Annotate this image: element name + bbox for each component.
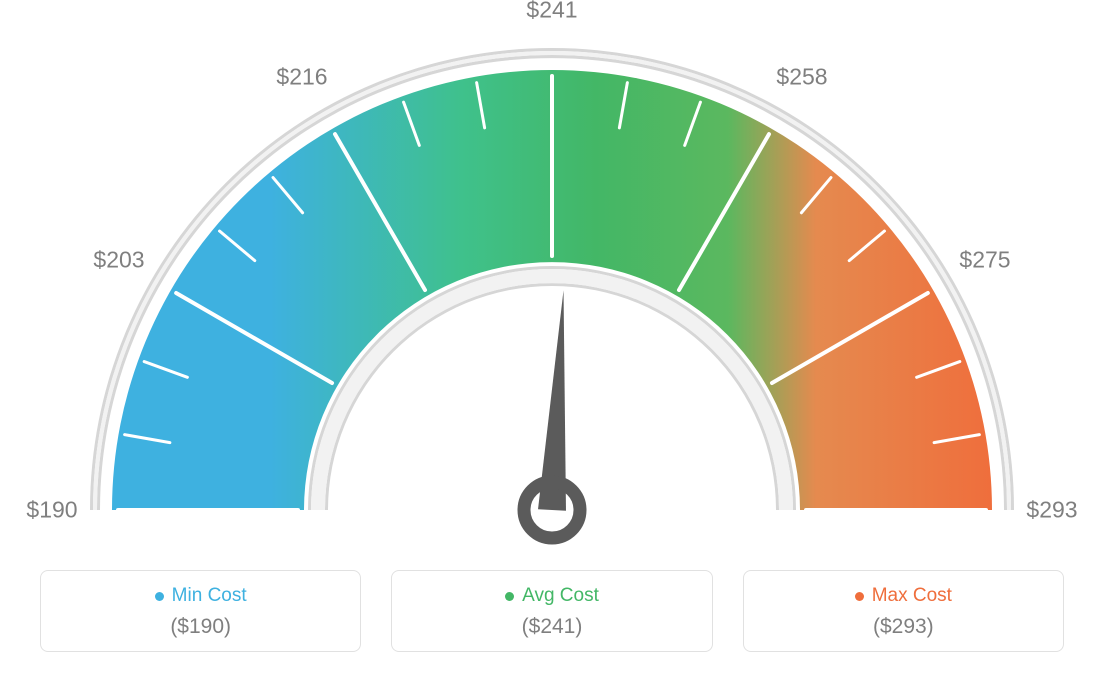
min-dot-icon xyxy=(155,592,164,601)
avg-dot-icon xyxy=(505,592,514,601)
legend-avg-title: Avg Cost xyxy=(522,585,599,607)
legend-card-min: Min Cost ($190) xyxy=(40,570,361,652)
gauge-tick-label: $203 xyxy=(93,247,144,274)
gauge-tick-label: $258 xyxy=(776,63,827,90)
legend-max-title: Max Cost xyxy=(872,585,952,607)
legend-min-title: Min Cost xyxy=(172,585,247,607)
gauge-chart: $190 $203 $216 $241 $258 $275 $293 xyxy=(0,0,1104,560)
gauge-tick-label: $275 xyxy=(959,247,1010,274)
gauge-svg xyxy=(0,0,1104,560)
legend-card-avg: Avg Cost ($241) xyxy=(391,570,712,652)
gauge-tick-label: $190 xyxy=(26,497,77,524)
max-dot-icon xyxy=(855,592,864,601)
gauge-tick-label: $241 xyxy=(526,0,577,24)
legend-row: Min Cost ($190) Avg Cost ($241) Max Cost… xyxy=(0,570,1104,652)
gauge-tick-label: $293 xyxy=(1026,497,1077,524)
gauge-tick-label: $216 xyxy=(276,63,327,90)
legend-card-max: Max Cost ($293) xyxy=(743,570,1064,652)
legend-max-value: ($293) xyxy=(744,615,1063,639)
legend-min-value: ($190) xyxy=(41,615,360,639)
legend-avg-value: ($241) xyxy=(392,615,711,639)
